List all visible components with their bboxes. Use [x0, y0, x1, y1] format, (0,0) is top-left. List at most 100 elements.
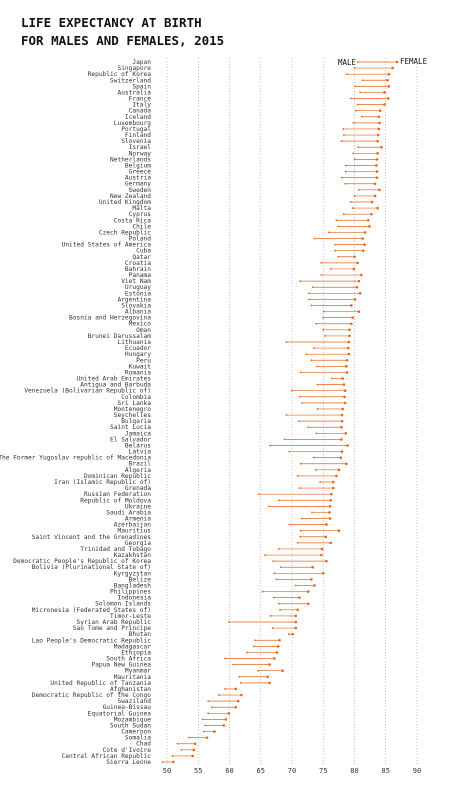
- male-point: [264, 554, 267, 556]
- male-point: [180, 748, 183, 751]
- male-point: [217, 694, 220, 696]
- female-point: [383, 91, 386, 94]
- country-row: Italy: [132, 102, 386, 109]
- male-point: [299, 529, 302, 532]
- country-row: Brunei Darussalam: [88, 333, 351, 340]
- chart-title-line-2: FOR MALES AND FEMALES, 2015: [21, 33, 224, 48]
- country-label: Colombia: [121, 394, 151, 401]
- country-row: Mauritania: [114, 674, 269, 681]
- male-point: [246, 651, 248, 654]
- country-row: Bulgaria: [121, 418, 344, 425]
- country-label: Seychelles: [114, 412, 152, 419]
- country-row: Slovenia: [121, 138, 379, 145]
- male-point: [337, 225, 340, 228]
- country-row: Oman: [136, 327, 351, 334]
- male-point: [299, 535, 302, 538]
- country-row: Peru: [136, 357, 349, 364]
- male-point: [315, 322, 318, 325]
- country-label: Mauritania: [114, 674, 152, 681]
- male-point: [334, 243, 337, 246]
- male-point: [279, 566, 282, 569]
- country-row: Germany: [125, 181, 377, 188]
- country-label: Venezuela (Bolivarian Republic of): [24, 388, 151, 395]
- male-point: [207, 712, 210, 715]
- country-label: Austria: [125, 175, 151, 182]
- country-label: United Arab Emirates: [76, 376, 151, 383]
- male-point: [176, 742, 179, 745]
- male-point: [334, 249, 337, 252]
- country-row: Trinidad and Tobago: [80, 546, 324, 553]
- male-point: [359, 91, 362, 94]
- country-row: Estonia: [125, 290, 362, 297]
- country-label: Bolivia (Plurinational State of): [32, 564, 151, 571]
- female-point: [329, 541, 333, 545]
- female-point: [343, 389, 347, 392]
- country-row: Sri Lanka: [117, 400, 347, 407]
- male-point: [353, 158, 356, 161]
- female-point: [340, 419, 344, 423]
- country-row: Armenia: [125, 516, 332, 523]
- country-row: Cote d'Ivoire: [103, 747, 196, 754]
- male-point: [299, 462, 302, 465]
- female-point: [352, 267, 356, 271]
- female-point: [328, 517, 332, 520]
- male-point: [285, 414, 288, 416]
- country-row: Spain: [132, 83, 391, 90]
- country-label: Micronesia (Federated States of): [32, 607, 151, 614]
- female-point: [296, 608, 299, 612]
- country-row: Bhutan: [129, 631, 294, 638]
- country-row: Philippines: [110, 589, 310, 596]
- male-point: [310, 359, 313, 362]
- country-label: Kyrgyzstan: [114, 570, 152, 577]
- country-row: Antigua and Barbuda: [80, 382, 346, 389]
- male-point: [357, 188, 360, 191]
- male-point: [307, 292, 310, 295]
- female-point: [193, 742, 197, 746]
- male-point: [352, 121, 355, 124]
- country-label: Argentina: [117, 296, 151, 303]
- male-point: [272, 560, 275, 563]
- male-point: [361, 79, 364, 82]
- male-point: [261, 590, 264, 593]
- male-point: [352, 152, 355, 155]
- country-label: Albania: [125, 309, 151, 316]
- country-row: Belize: [129, 576, 313, 583]
- country-row: Cuba: [136, 248, 365, 255]
- male-point: [341, 176, 343, 179]
- male-point: [301, 517, 303, 520]
- country-row: Australia: [117, 89, 386, 96]
- male-point: [283, 438, 286, 441]
- country-label: Hungary: [125, 351, 151, 358]
- female-point: [171, 760, 175, 764]
- female-point: [275, 651, 279, 654]
- female-point: [291, 632, 294, 636]
- female-point: [386, 78, 389, 82]
- female-point: [370, 200, 374, 204]
- male-point: [277, 602, 280, 605]
- country-label: Afghanistan: [110, 686, 151, 693]
- legend-male: MALE: [338, 58, 357, 67]
- country-label: Democratic Republic of the Congo: [32, 692, 151, 699]
- female-point: [294, 620, 298, 624]
- female-point: [378, 109, 382, 112]
- country-label: Finland: [125, 132, 151, 139]
- country-label: Ethiopia: [121, 649, 151, 656]
- female-point: [353, 255, 356, 259]
- country-row: Russian Federation: [84, 491, 333, 498]
- female-point: [353, 298, 357, 301]
- female-point: [375, 176, 379, 179]
- female-point: [345, 462, 348, 466]
- country-row: Belgium: [125, 162, 378, 169]
- country-label: United Kingdom: [99, 199, 151, 206]
- country-row: Czech Republic: [99, 229, 367, 236]
- country-row: Albania: [125, 309, 361, 316]
- country-row: Equatorial Guinea: [88, 710, 231, 717]
- male-point: [171, 755, 174, 757]
- male-point: [344, 170, 347, 173]
- country-label: Bhutan: [129, 631, 152, 638]
- country-label: Netherlands: [110, 156, 151, 163]
- country-label: Cyprus: [129, 211, 152, 218]
- country-row: United Republic of Tanzania: [50, 680, 271, 687]
- country-row: Malta: [132, 205, 379, 212]
- female-point: [386, 97, 390, 100]
